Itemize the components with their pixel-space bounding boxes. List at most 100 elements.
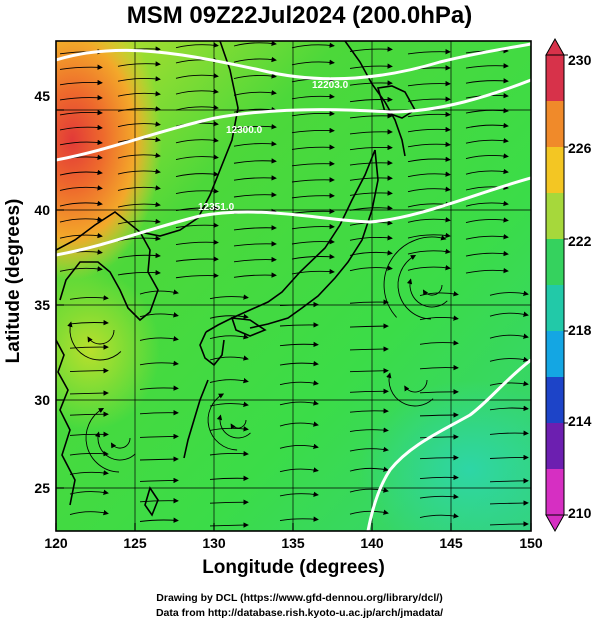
colorbar-segment [546,193,564,240]
colorbar-tick-218: 218 [568,322,592,338]
streamline [349,129,393,135]
streamline [209,450,249,457]
streamline [465,153,509,159]
colorbar-segment [546,423,564,470]
streamline [117,218,161,225]
streamline [209,426,249,432]
colorbar-segment [546,469,564,516]
streamline [407,141,451,148]
streamline [349,63,393,69]
streamline [279,341,319,348]
y-tick-25: 25 [34,480,50,496]
streamline [233,256,277,263]
streamline [139,385,179,391]
x-axis-label: Longitude (degrees) [202,557,385,578]
x-tick-130: 130 [202,535,226,551]
streamline [407,49,451,55]
streamline [233,73,277,80]
streamline [59,266,103,272]
streamline [117,76,161,82]
streamline [349,388,389,394]
y-axis-ticks [56,109,64,489]
streamline [117,201,161,208]
streamline [349,265,393,272]
streamline [279,467,319,473]
colorbar-segment [546,147,564,194]
streamline [407,171,451,178]
streamline [291,42,335,49]
streamline [407,217,451,223]
streamline [349,346,389,352]
streamline [349,46,393,52]
streamline [233,141,277,147]
streamline [59,216,103,223]
streamline [349,190,393,196]
streamline [291,127,335,134]
colorbar-tick-230: 230 [568,52,592,68]
streamline [117,106,161,112]
streamline [349,408,389,414]
streamline [465,233,509,240]
streamline [59,200,103,207]
streamline [419,412,459,418]
credit-drawing: Drawing by DCL (https://www.gfd-dennou.o… [156,592,443,604]
streamline [117,91,161,97]
streamline [291,160,335,167]
streamline [291,193,335,199]
colorbar-segment [546,239,564,286]
x-tick-120: 120 [44,535,68,551]
coastlines [56,41,417,517]
streamline [291,177,335,183]
y-tick-35: 35 [34,297,50,313]
streamline [69,470,109,476]
streamline [69,344,109,350]
contour-12351 [56,176,531,257]
x-tick-150: 150 [519,535,543,551]
height-contours [56,42,531,531]
streamline [407,111,451,118]
streamline [117,185,161,191]
streamline [349,144,393,151]
streamline [139,410,179,416]
streamline [233,123,277,130]
streamline [419,493,459,500]
streamline [404,379,428,393]
streamline [489,405,529,412]
streamline [349,235,393,241]
mainland-coast [139,41,239,237]
streamline [117,252,161,259]
ryukyu-islands [183,379,209,459]
cool-region [360,380,531,531]
x-tick-140: 140 [360,535,384,551]
streamline [349,427,389,433]
streamline [110,437,131,449]
streamline [419,389,459,395]
colorbar [545,37,568,533]
streamline [291,253,335,260]
streamline [465,267,509,274]
streamline [117,121,161,128]
streamline [291,208,335,214]
streamline [233,225,277,231]
streamline [233,241,277,247]
streamline [209,294,249,300]
streamline [117,152,161,159]
streamline [69,390,109,396]
streamline [139,456,179,462]
streamline [59,79,103,86]
map-area [56,41,531,531]
streamline [230,419,247,430]
contour-12203 [56,42,531,81]
streamline [67,321,122,361]
streamline [465,122,509,129]
streamline [139,517,179,523]
streamline [465,200,509,207]
contour-label-1: 12203.0 [312,80,349,91]
streamline [465,107,509,114]
streamline [209,401,249,407]
streamline [69,319,109,326]
streamline [349,113,393,119]
streamline [279,322,319,328]
streamline [349,446,389,453]
streamlines [59,41,529,528]
